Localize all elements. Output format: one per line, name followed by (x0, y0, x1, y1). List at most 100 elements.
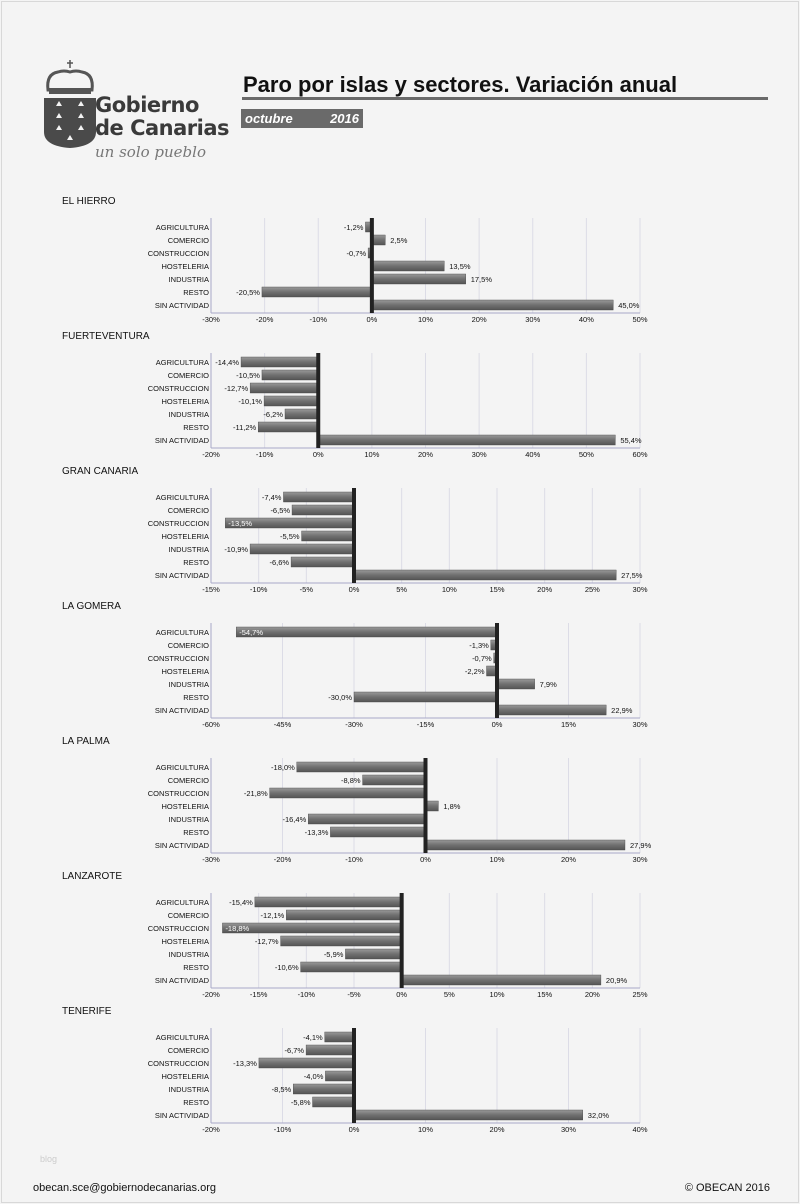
category-label: INDUSTRIA (169, 545, 209, 554)
tick-label: 10% (418, 315, 433, 324)
data-label: -5,8% (291, 1098, 311, 1107)
data-label: -20,5% (236, 288, 260, 297)
category-label: HOSTELERIA (161, 937, 209, 946)
bar (249, 543, 355, 555)
category-label: INDUSTRIA (169, 815, 209, 824)
category-label: COMERCIO (168, 911, 209, 920)
tick-label: 20% (561, 855, 576, 864)
chart-title: LA GOMERA (62, 601, 121, 612)
data-label: -6,2% (263, 410, 283, 419)
bar-chart: -20% -10% 0% 10% 20% 30% 40% 50% 60% AGRICULTURA C… (148, 353, 648, 459)
tick-label: 40% (579, 315, 594, 324)
data-label: -10,9% (224, 545, 248, 554)
bar (318, 434, 616, 446)
tick-label: 30% (632, 585, 647, 594)
tick-label: -10% (274, 1125, 292, 1134)
category-label: INDUSTRIA (169, 680, 209, 689)
bar (290, 556, 355, 568)
data-label: -2,2% (465, 667, 485, 676)
data-label: -4,0% (304, 1072, 324, 1081)
tick-label: 40% (632, 1125, 647, 1134)
data-label: 7,9% (540, 680, 557, 689)
category-label: SIN ACTIVIDAD (155, 976, 210, 985)
tick-label: -15% (250, 990, 268, 999)
data-label: -6,7% (285, 1046, 305, 1055)
category-label: COMERCIO (168, 641, 209, 650)
category-label: RESTO (183, 963, 209, 972)
bar-chart: -20% -15% -10% -5% 0% 5% 10% 15% 20% 25% AGRICULTU… (148, 893, 648, 999)
bar (261, 369, 319, 381)
tick-label: 25% (585, 585, 600, 594)
bar (425, 839, 626, 851)
tick-label: -20% (274, 855, 292, 864)
bar (222, 922, 402, 934)
category-label: HOSTELERIA (161, 262, 209, 271)
zero-line (316, 353, 321, 448)
data-label: -15,4% (229, 898, 253, 907)
bar (283, 491, 355, 503)
data-label: -18,0% (271, 763, 295, 772)
data-label: -13,5% (228, 519, 252, 528)
tick-label: -30% (202, 855, 220, 864)
bar (254, 896, 402, 908)
logo-line1: Gobierno (95, 93, 199, 117)
zero-line (423, 758, 428, 853)
data-label: -54,7% (239, 628, 263, 637)
tick-label: 0% (420, 855, 431, 864)
tick-label: 15% (489, 585, 504, 594)
category-label: INDUSTRIA (169, 1085, 209, 1094)
tick-label: -5% (347, 990, 361, 999)
bar (401, 974, 602, 986)
data-label: -7,4% (262, 493, 282, 502)
watermark: blog (40, 1154, 58, 1164)
tick-label: -45% (274, 720, 292, 729)
category-label: AGRICULTURA (156, 223, 209, 232)
category-label: COMERCIO (168, 236, 209, 245)
bar (305, 1044, 355, 1056)
chart-title: TENERIFE (62, 1006, 112, 1017)
data-label: -6,6% (269, 558, 289, 567)
coat-of-arms-icon (44, 60, 96, 148)
category-label: SIN ACTIVIDAD (155, 1111, 210, 1120)
bar (249, 382, 319, 394)
date-badge: octubre 2016 (241, 109, 363, 128)
tick-label: 10% (489, 990, 504, 999)
category-label: AGRICULTURA (156, 1033, 209, 1042)
bar (371, 273, 466, 285)
logo-text: Gobierno de Canarias (95, 93, 230, 140)
data-label: -10,5% (236, 371, 260, 380)
bar (308, 813, 426, 825)
data-label: 22,9% (611, 706, 633, 715)
tick-label: -15% (202, 585, 220, 594)
tick-label: 60% (632, 450, 647, 459)
data-label: -1,3% (469, 641, 489, 650)
category-label: COMERCIO (168, 506, 209, 515)
category-label: SIN ACTIVIDAD (155, 706, 210, 715)
chart-title: EL HIERRO (62, 196, 116, 207)
tick-label: 25% (632, 990, 647, 999)
tick-label: 0% (349, 1125, 360, 1134)
tick-label: 0% (396, 990, 407, 999)
data-label: -30,0% (328, 693, 352, 702)
tick-label: 20% (472, 315, 487, 324)
data-label: -18,8% (225, 924, 249, 933)
bar (284, 408, 319, 420)
tick-label: 0% (366, 315, 377, 324)
bar (257, 421, 319, 433)
data-label: -5,5% (280, 532, 300, 541)
zero-line (352, 488, 356, 583)
tick-label: -20% (256, 315, 274, 324)
data-label: -0,7% (472, 654, 492, 663)
logo-line2: de Canarias (95, 116, 230, 140)
bar-chart: -30% -20% -10% 0% 10% 20% 30% AGRICULTURA COMERC… (148, 758, 652, 864)
chart-title: LA PALMA (62, 736, 110, 747)
chart-title: FUERTEVENTURA (62, 331, 150, 342)
zero-line (352, 1028, 356, 1123)
tick-label: 20% (537, 585, 552, 594)
tick-label: 10% (364, 450, 379, 459)
category-label: INDUSTRIA (169, 410, 209, 419)
data-label: 27,5% (621, 571, 643, 580)
bar (371, 260, 445, 272)
bar (258, 1057, 355, 1069)
